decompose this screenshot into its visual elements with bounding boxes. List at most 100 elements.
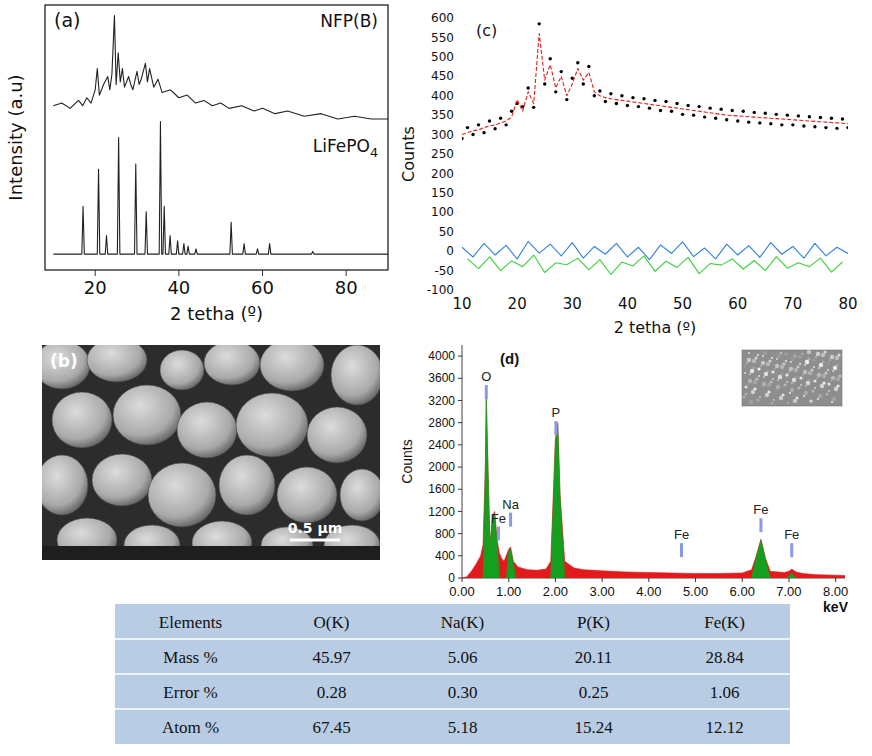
point <box>846 126 848 129</box>
inset-speck <box>763 351 767 355</box>
inset-speck <box>771 357 773 359</box>
inset-speck <box>751 390 755 394</box>
sem-image: 0.5 µm(b) <box>34 338 384 565</box>
scale-bar <box>290 539 340 542</box>
inset-speck <box>745 393 747 395</box>
y-tick-label: 3200 <box>428 394 455 408</box>
inset-speck <box>820 384 824 388</box>
point <box>549 57 552 60</box>
point <box>598 89 601 92</box>
inset-speck <box>785 360 787 362</box>
panel-label: (a) <box>54 9 80 31</box>
spectrum-area <box>483 398 796 578</box>
point <box>642 97 645 100</box>
y-tick <box>458 578 462 579</box>
inset-speck <box>835 356 839 360</box>
inset-speck <box>816 377 818 379</box>
point <box>697 105 700 108</box>
point <box>786 113 789 116</box>
table-cell: 12.12 <box>705 718 743 737</box>
table-header-cell: Fe(K) <box>704 613 745 632</box>
point <box>747 120 750 123</box>
point <box>587 65 590 68</box>
inset-speck <box>773 399 775 401</box>
series-line <box>462 34 848 135</box>
point <box>631 96 634 99</box>
figure: 204060802 tetha (º)Intensity (a.u)(a)NFP… <box>0 0 872 756</box>
x-tick-label: 60 <box>251 277 274 298</box>
y-tick-label: -50 <box>434 264 454 278</box>
inset-frame <box>742 350 842 406</box>
x-axis-title: keV <box>823 599 849 615</box>
inset-speck <box>827 369 829 371</box>
x-tick-label: 8.00 <box>823 584 848 599</box>
series-line <box>468 255 843 274</box>
inset-speck <box>806 381 810 385</box>
plot-area <box>462 395 845 578</box>
inset-speck <box>790 361 792 363</box>
x-tick <box>835 578 836 582</box>
plot-area <box>53 16 388 255</box>
y-tick-label: 300 <box>431 128 454 142</box>
point <box>593 94 596 97</box>
inset-speck <box>765 393 769 397</box>
sem-particles <box>42 345 380 560</box>
inset-speck <box>814 387 816 389</box>
panel-1: 204060802 tetha (º)Intensity (a.u)(a)NFP… <box>5 5 388 324</box>
x-tick-label: 70 <box>783 295 802 313</box>
point <box>526 86 529 89</box>
particle <box>113 385 181 445</box>
x-tick <box>462 578 463 582</box>
inset-speck <box>748 352 750 354</box>
particle <box>331 345 380 405</box>
inset-speck <box>750 369 754 373</box>
point <box>802 124 805 127</box>
peak-label: Fe <box>491 511 506 526</box>
point <box>648 106 651 109</box>
inset-speck <box>790 388 794 392</box>
point <box>742 110 745 113</box>
inset-speck <box>789 392 791 394</box>
inset-speck <box>817 373 821 377</box>
sem-info-bar <box>42 546 380 560</box>
particle <box>160 350 204 390</box>
particle <box>92 454 152 506</box>
inset-speck <box>748 379 752 383</box>
y-tick-label: 450 <box>431 69 454 83</box>
eds-inset-image <box>742 350 842 406</box>
plot-frame <box>45 5 388 270</box>
point <box>780 123 783 126</box>
scatter-points <box>462 22 848 140</box>
inset-speck <box>794 368 798 372</box>
particle <box>52 392 112 448</box>
point <box>775 113 778 116</box>
table-cell: 0.25 <box>579 683 609 702</box>
x-tick <box>695 578 696 582</box>
x-tick-label: 80 <box>335 277 358 298</box>
point <box>615 102 618 105</box>
table-cell: 45.97 <box>312 648 351 667</box>
series-label: NFP(B) <box>320 11 378 31</box>
x-tick-label: 2.00 <box>543 584 568 599</box>
panel-label: (b) <box>50 351 78 371</box>
row-line <box>115 708 790 710</box>
table-background <box>115 604 790 744</box>
y-tick <box>458 533 462 534</box>
point <box>620 94 623 97</box>
y-tick <box>458 489 462 490</box>
y-axis <box>462 345 463 578</box>
point <box>813 125 816 128</box>
x-tick-label: 80 <box>838 295 857 313</box>
inset-speck <box>786 381 788 383</box>
point <box>731 109 734 112</box>
inset-speck <box>760 365 762 367</box>
inset-speck <box>742 395 745 398</box>
table-cell: 1.06 <box>710 683 740 702</box>
panel-label: (c) <box>476 21 497 40</box>
point <box>582 82 585 85</box>
inset-speck <box>792 378 796 382</box>
y-tick-label: 4000 <box>428 349 455 363</box>
y-tick-label: -100 <box>427 283 454 297</box>
x-axis-title: 2 tetha (º) <box>614 318 697 337</box>
inset-speck <box>832 397 836 401</box>
